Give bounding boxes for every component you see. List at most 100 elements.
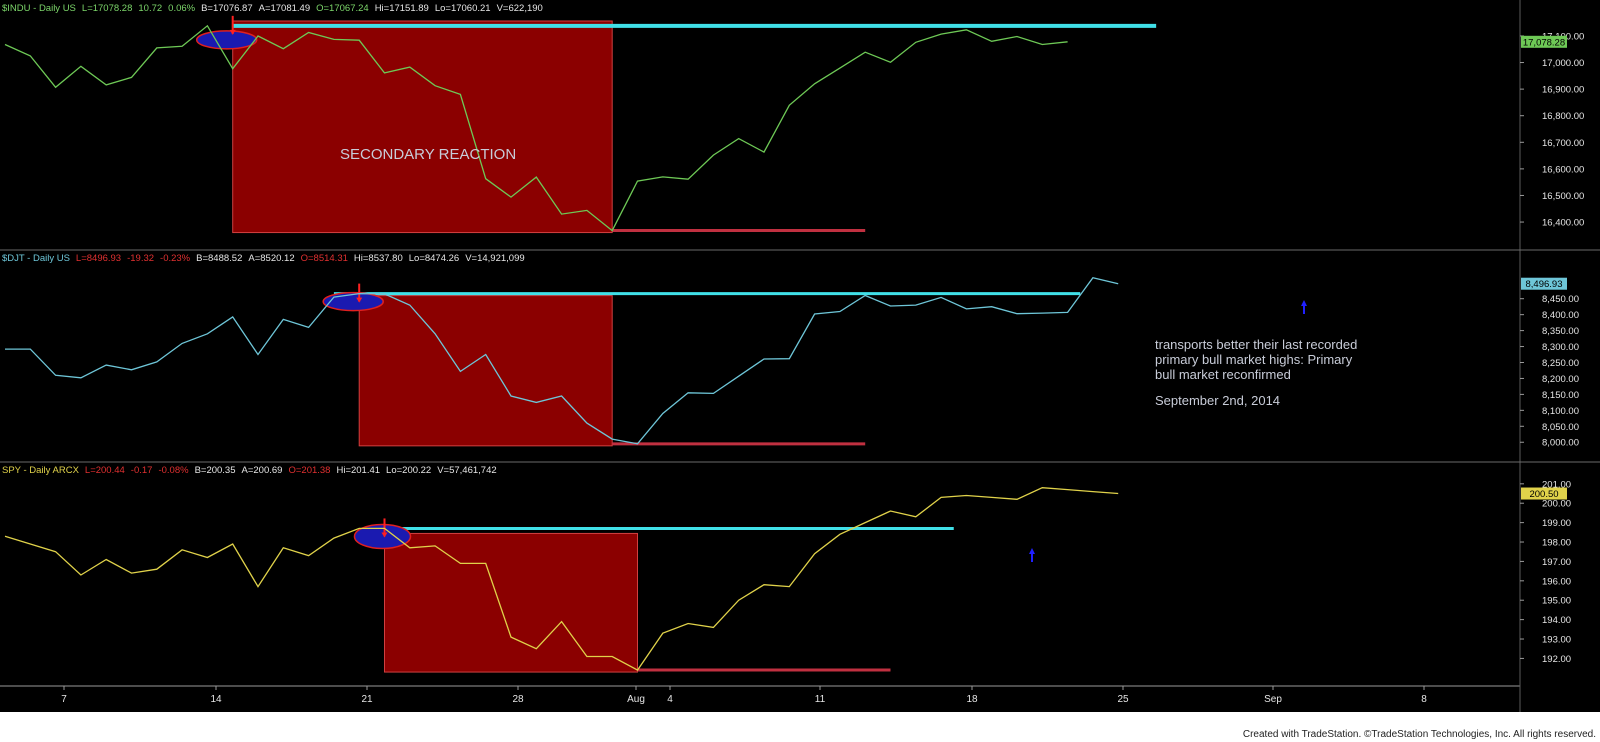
series-header-field: L=17078.28 — [82, 3, 132, 14]
panel-indu: 16,400.00 16,500.00 16,600.00 16,700.00 16,8… — [2, 3, 1584, 234]
series-header-field: V=14,921,099 — [465, 253, 524, 264]
secondary-reaction-box — [232, 20, 613, 234]
x-tick-label: 28 — [512, 694, 524, 705]
x-tick-label: Aug — [627, 694, 645, 705]
series-header-field: Lo=8474.26 — [409, 253, 459, 264]
series-header-field: Hi=201.41 — [336, 465, 380, 476]
confirmation-date: September 2nd, 2014 — [1155, 393, 1280, 408]
series-header-field: 0.06% — [168, 3, 195, 14]
secondary-reaction-label: SECONDARY REACTION — [340, 146, 516, 163]
x-tick-label: 4 — [667, 694, 673, 705]
y-tick-label: 192.00 — [1542, 654, 1571, 665]
series-header-field: Lo=200.22 — [386, 465, 431, 476]
transports-note-line-3: bull market reconfirmed — [1155, 367, 1291, 382]
y-tick-label: 16,400.00 — [1542, 218, 1584, 229]
spy-up-arrowhead — [1029, 548, 1035, 554]
y-tick-label: 8,050.00 — [1542, 422, 1579, 433]
y-tick-label: 16,800.00 — [1542, 111, 1584, 122]
y-tick-label: 16,900.00 — [1542, 85, 1584, 96]
peak-marker-ellipse — [353, 523, 412, 550]
price-line — [5, 276, 1119, 445]
peak-marker-ellipse — [322, 291, 384, 312]
series-header: $INDU - Daily US L=17078.28 10.72 0.06% B=17… — [2, 3, 543, 14]
series-header-field: SPY - Daily ARCX — [2, 465, 80, 476]
y-tick-label: 198.00 — [1542, 538, 1571, 549]
series-header-field: V=622,190 — [497, 3, 543, 14]
footer-strip — [0, 712, 1600, 742]
y-tick-label: 199.00 — [1542, 518, 1571, 529]
y-tick-label: 8,000.00 — [1542, 438, 1579, 449]
series-header: $DJT - Daily US L=8496.93 -19.32 -0.23% B=84… — [2, 253, 525, 264]
series-header-field: L=200.44 — [85, 465, 125, 476]
last-price-label: 17,078.28 — [1523, 37, 1565, 48]
y-tick-label: 8,400.00 — [1542, 310, 1579, 321]
series-header-field: L=8496.93 — [76, 253, 121, 264]
series-header-field: -19.32 — [127, 253, 154, 264]
last-price-label: 8,496.93 — [1526, 279, 1563, 290]
x-tick-label: 11 — [815, 694, 826, 705]
y-tick-label: 8,200.00 — [1542, 374, 1579, 385]
y-tick-label: 8,450.00 — [1542, 294, 1579, 305]
x-tick-label: 25 — [1117, 694, 1129, 705]
transports-note-line-1: transports better their last recorded — [1155, 337, 1357, 352]
series-header: SPY - Daily ARCX L=200.44 -0.17 -0.08% B=200… — [2, 465, 497, 476]
x-tick-label: 18 — [966, 694, 978, 705]
y-tick-label: 197.00 — [1542, 557, 1571, 568]
series-header-field: A=8520.12 — [248, 253, 294, 264]
x-tick-label: 14 — [210, 694, 222, 705]
price-line — [4, 24, 1068, 232]
series-header-field: 10.72 — [138, 3, 162, 14]
y-tick-label: 16,600.00 — [1542, 164, 1584, 175]
series-header-field: B=200.35 — [195, 465, 236, 476]
x-axis-band — [0, 686, 1520, 712]
y-tick-label: 196.00 — [1542, 576, 1571, 587]
x-tick-label: Sep — [1264, 694, 1282, 705]
y-tick-label: 8,250.00 — [1542, 358, 1579, 369]
y-tick-label: 8,350.00 — [1542, 326, 1579, 337]
series-header-field: O=201.38 — [288, 465, 330, 476]
peak-down-arrowhead — [381, 532, 388, 538]
y-tick-label: 8,100.00 — [1542, 406, 1579, 417]
last-price-box — [1521, 277, 1567, 290]
transports-note-line-2: primary bull market highs: Primary — [1155, 352, 1353, 367]
y-tick-label: 17,000.00 — [1542, 58, 1584, 69]
series-header-field: B=17076.87 — [201, 3, 253, 14]
footer-copyright: Created with TradeStation. ©TradeStation… — [1242, 729, 1596, 740]
x-tick-label: 8 — [1421, 694, 1427, 705]
last-price-box — [1521, 487, 1567, 500]
y-tick-label: 195.00 — [1542, 596, 1571, 607]
secondary-reaction-box — [384, 532, 638, 673]
series-header-field: Hi=17151.89 — [375, 3, 429, 14]
y-tick-label: 194.00 — [1542, 615, 1571, 626]
y-tick-label: 200.00 — [1542, 499, 1571, 510]
secondary-reaction-box — [358, 295, 613, 447]
x-tick-label: 21 — [361, 694, 373, 705]
y-tick-label: 193.00 — [1542, 635, 1571, 646]
price-line — [4, 487, 1119, 671]
panel-spy: 192.00 193.00 194.00 195.00 196.00 197.00 198.… — [0, 461, 1600, 673]
series-header-field: -0.23% — [160, 253, 191, 264]
peak-down-arrowhead — [356, 297, 363, 303]
peak-marker-ellipse — [195, 30, 258, 50]
series-header-field: Lo=17060.21 — [435, 3, 491, 14]
series-header-field: O=8514.31 — [301, 253, 348, 264]
series-header-field: Hi=8537.80 — [354, 253, 403, 264]
panel-djt: 8,000.00 8,050.00 8,100.00 8,150.00 8,200.00… — [0, 249, 1600, 449]
x-tick-label: 7 — [61, 694, 67, 705]
series-header-field: $INDU - Daily US — [2, 3, 76, 14]
series-header-field: O=17067.24 — [316, 3, 369, 14]
series-header-field: -0.17 — [131, 465, 153, 476]
last-price-label: 200.50 — [1529, 489, 1558, 500]
y-tick-label: 8,300.00 — [1542, 342, 1579, 353]
last-price-box — [1521, 35, 1567, 48]
y-tick-label: 201.00 — [1542, 479, 1571, 490]
series-header-field: $DJT - Daily US — [2, 253, 70, 264]
peak-down-arrowhead — [229, 29, 236, 35]
djt-up-arrowhead — [1301, 300, 1307, 306]
y-tick-label: 16,500.00 — [1542, 191, 1584, 202]
series-header-field: V=57,461,742 — [437, 465, 496, 476]
series-header-field: -0.08% — [158, 465, 189, 476]
y-tick-label: 8,150.00 — [1542, 390, 1579, 401]
series-header-field: A=17081.49 — [259, 3, 311, 14]
